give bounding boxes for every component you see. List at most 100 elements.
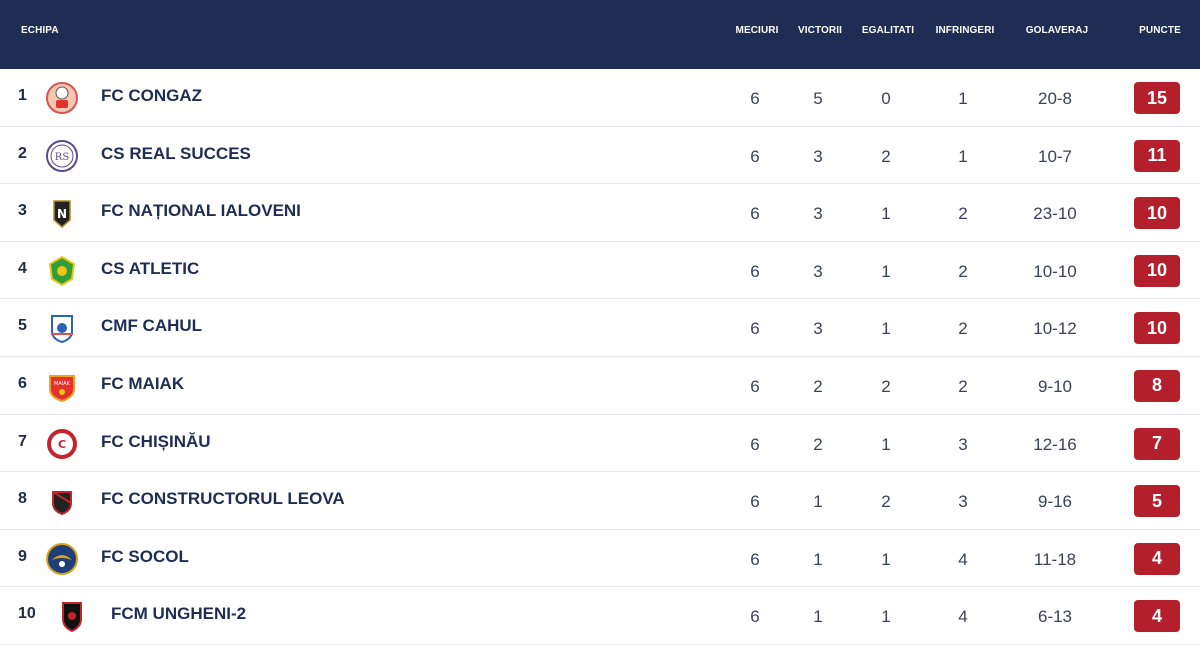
team-name[interactable]: FCM UNGHENI-2: [111, 604, 247, 624]
rank: 4: [18, 259, 27, 277]
losses: 4: [958, 549, 968, 569]
table-row[interactable]: 4 CS ATLETIC 6 3 1 2 10-10 10: [0, 241, 1200, 300]
header-points: PUNCTE: [1139, 25, 1181, 36]
points-badge: 11: [1134, 139, 1180, 172]
table-row[interactable]: 5 CMF CAHUL 6 3 1 2 10-12 10: [0, 299, 1200, 357]
played: 6: [750, 319, 760, 339]
wins: 2: [813, 434, 823, 454]
team-name[interactable]: FC CONGAZ: [101, 86, 203, 105]
wins: 3: [813, 146, 823, 166]
draws: 1: [881, 607, 891, 627]
draws: 0: [881, 89, 891, 108]
socol-logo-icon: [45, 542, 79, 576]
team-name[interactable]: FC NAȚIONAL IALOVENI: [101, 201, 301, 221]
played: 6: [750, 434, 760, 454]
header-losses: INFRINGERI: [935, 25, 995, 36]
table-row[interactable]: 8 FC CONSTRUCTORUL LEOVA 6 1 2 3 9-16 5: [0, 472, 1200, 530]
svg-text:C: C: [58, 438, 66, 451]
table-body: 1 FC CONGAZ 6 5 0 1 20-8 15 2 RS CS REAL SUCCES 6 3 2…: [0, 69, 1200, 645]
points-badge: 4: [1134, 600, 1180, 633]
points-badge: 15: [1134, 82, 1180, 114]
wins: 2: [813, 376, 823, 396]
losses: 2: [958, 376, 968, 396]
draws: 1: [881, 261, 891, 281]
maiak-logo-icon: MAIAK: [45, 369, 79, 403]
points-badge: 10: [1134, 197, 1180, 230]
header-draws: EGALITATI: [861, 25, 915, 36]
wins: 3: [813, 204, 823, 224]
leova-logo-icon: [45, 484, 79, 518]
losses: 2: [958, 261, 968, 281]
team-name[interactable]: FC SOCOL: [101, 546, 189, 566]
draws: 2: [881, 376, 891, 396]
rank: 2: [18, 144, 27, 162]
losses: 4: [958, 607, 968, 627]
header-goals: GOLAVERAJ: [1025, 25, 1089, 36]
header-team: ECHIPA: [21, 25, 59, 36]
points-badge: 8: [1134, 369, 1180, 402]
goal-difference: 23-10: [1033, 204, 1077, 224]
table-row[interactable]: 1 FC CONGAZ 6 5 0 1 20-8 15: [0, 69, 1200, 127]
atletic-logo-icon: [45, 254, 79, 288]
goal-difference: 11-18: [1033, 549, 1077, 569]
team-name[interactable]: CS REAL SUCCES: [101, 143, 251, 163]
table-row[interactable]: 9 FC SOCOL 6 1 1 4 11-18 4: [0, 529, 1200, 588]
rank: 5: [18, 317, 27, 335]
wins: 1: [813, 549, 823, 569]
points-badge: 5: [1134, 485, 1180, 518]
wins: 3: [813, 261, 823, 281]
goal-difference: 10-7: [1037, 146, 1073, 166]
goal-difference: 20-8: [1037, 89, 1073, 108]
header-played: MECIURI: [735, 25, 779, 36]
losses: 3: [958, 492, 968, 512]
chisinau-logo-icon: C: [45, 427, 79, 461]
rank: 7: [18, 432, 27, 450]
draws: 2: [881, 146, 891, 166]
wins: 3: [813, 319, 823, 339]
goal-difference: 10-12: [1033, 319, 1077, 339]
congaz-logo-icon: [45, 81, 79, 115]
rank: 1: [18, 87, 27, 104]
rank: 3: [18, 202, 27, 220]
draws: 1: [881, 434, 891, 454]
table-row[interactable]: 2 RS CS REAL SUCCES 6 3 2 1 10-7 11: [0, 126, 1200, 185]
draws: 1: [881, 204, 891, 224]
team-name[interactable]: FC MAIAK: [101, 373, 185, 393]
table-header: ECHIPA MECIURI VICTORII EGALITATI INFRIN…: [0, 0, 1200, 69]
goal-difference: 10-10: [1033, 261, 1077, 281]
rank: 8: [18, 490, 27, 508]
team-name[interactable]: CMF CAHUL: [101, 316, 203, 336]
points-badge: 10: [1134, 254, 1180, 287]
losses: 2: [958, 204, 968, 224]
svg-text:RS: RS: [55, 152, 70, 163]
played: 6: [750, 376, 760, 396]
losses: 2: [958, 319, 968, 339]
losses: 1: [958, 146, 968, 166]
goal-difference: 9-16: [1037, 492, 1073, 512]
points-badge: 10: [1134, 312, 1180, 345]
svg-text:MAIAK: MAIAK: [54, 381, 71, 387]
svg-text:N: N: [57, 207, 67, 221]
team-name[interactable]: CS ATLETIC: [101, 258, 200, 278]
goal-difference: 9-10: [1037, 376, 1073, 396]
draws: 2: [881, 492, 891, 512]
losses: 1: [958, 89, 968, 108]
table-row[interactable]: 3 N FC NAȚIONAL IALOVENI 6 3 1 2 23-10 10: [0, 184, 1200, 242]
real-succes-logo-icon: RS: [45, 139, 79, 173]
ungheni-logo-icon: [55, 599, 89, 633]
losses: 3: [958, 434, 968, 454]
table-row[interactable]: 10 FCM UNGHENI-2 6 1 1 4 6-13 4: [0, 587, 1200, 645]
goal-difference: 6-13: [1037, 607, 1073, 627]
wins: 1: [813, 492, 823, 512]
played: 6: [750, 261, 760, 281]
played: 6: [750, 146, 760, 166]
table-row[interactable]: 6 MAIAK FC MAIAK 6 2 2 2 9-10 8: [0, 356, 1200, 415]
cahul-logo-icon: [45, 311, 79, 345]
played: 6: [750, 492, 760, 512]
team-name[interactable]: FC CHIȘINĂU: [101, 431, 211, 451]
team-name[interactable]: FC CONSTRUCTORUL LEOVA: [101, 489, 345, 509]
table-row[interactable]: 7 C FC CHIȘINĂU 6 2 1 3 12-16 7: [0, 414, 1200, 473]
wins: 1: [813, 607, 823, 627]
goal-difference: 12-16: [1033, 434, 1077, 454]
